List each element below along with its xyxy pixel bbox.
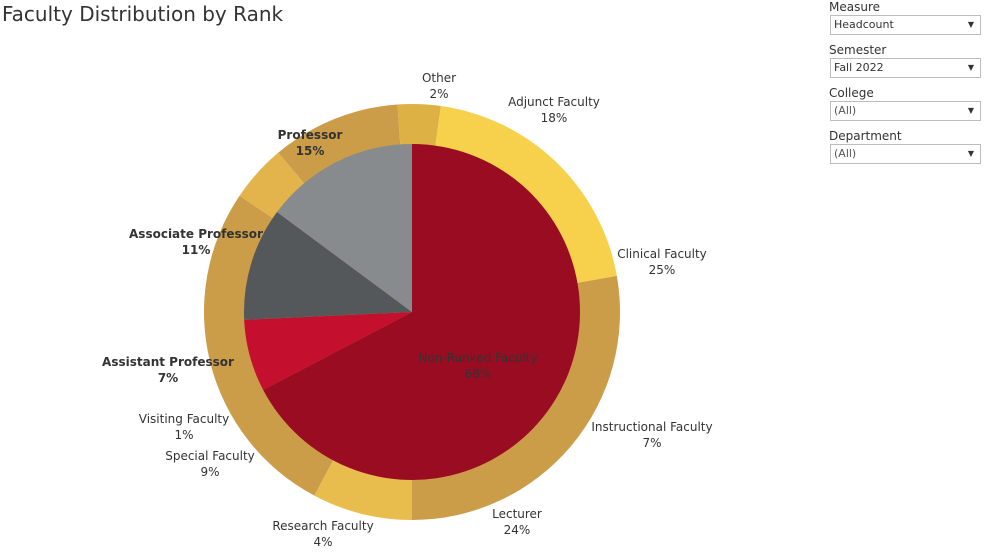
label-instructional-faculty: Instructional Faculty <box>591 420 712 434</box>
faculty-rank-pie-chart: Non-Ranked Faculty 68% Assistant Professor… <box>102 71 713 549</box>
slice-professor[interactable] <box>277 144 412 312</box>
value-label-associate-professor: 11% <box>182 243 211 257</box>
filters-panel: Measure Headcount ▼ Semester Fall 2022 ▼… <box>829 0 981 172</box>
value-label-special-faculty: 9% <box>200 465 219 479</box>
chevron-down-icon: ▼ <box>967 106 974 115</box>
semester-dropdown-value: Fall 2022 <box>834 61 884 74</box>
value-label-adjunct-faculty: 18% <box>541 111 568 125</box>
value-label-assistant-professor: 7% <box>158 371 178 385</box>
college-dropdown-value: (All) <box>834 104 857 117</box>
semester-dropdown[interactable]: Fall 2022 ▼ <box>830 58 981 78</box>
page-title: Faculty Distribution by Rank <box>2 2 284 26</box>
label-special-faculty: Special Faculty <box>165 449 255 463</box>
department-dropdown-value: (All) <box>834 147 857 160</box>
slice-assistant-professor[interactable] <box>244 312 412 390</box>
slice-associate-professor[interactable] <box>243 211 412 320</box>
filter-college: College (All) ▼ <box>829 86 981 121</box>
label-assistant-professor: Assistant Professor <box>102 355 234 369</box>
label-associate-professor: Associate Professor <box>129 227 263 241</box>
value-label-non-ranked-faculty: 68% <box>465 367 492 381</box>
filter-measure-label: Measure <box>829 0 880 14</box>
measure-dropdown[interactable]: Headcount ▼ <box>830 15 981 35</box>
value-label-professor: 15% <box>296 144 325 158</box>
value-label-other: 2% <box>429 87 448 101</box>
filter-department: Department (All) ▼ <box>829 129 981 164</box>
chart-labels: Non-Ranked Faculty 68% Assistant Professor… <box>102 71 713 549</box>
value-label-instructional-faculty: 7% <box>642 436 661 450</box>
label-visiting-faculty: Visiting Faculty <box>139 412 229 426</box>
label-lecturer: Lecturer <box>492 507 542 521</box>
label-professor: Professor <box>278 128 343 142</box>
measure-dropdown-value: Headcount <box>834 18 894 31</box>
chevron-down-icon: ▼ <box>967 149 974 158</box>
filter-department-label: Department <box>829 129 902 143</box>
chevron-down-icon: ▼ <box>967 63 974 72</box>
filter-semester-label: Semester <box>829 43 887 57</box>
filter-college-label: College <box>829 86 874 100</box>
label-research-faculty: Research Faculty <box>272 519 373 533</box>
slice-non-ranked-faculty[interactable] <box>263 144 580 480</box>
filter-semester: Semester Fall 2022 ▼ <box>829 43 981 78</box>
value-label-clinical-faculty: 25% <box>649 263 676 277</box>
inner-pie <box>243 144 580 480</box>
value-label-lecturer: 24% <box>504 523 531 537</box>
label-non-ranked-faculty: Non-Ranked Faculty <box>418 351 537 365</box>
value-label-visiting-faculty: 1% <box>174 428 193 442</box>
college-dropdown[interactable]: (All) ▼ <box>830 101 981 121</box>
department-dropdown[interactable]: (All) ▼ <box>830 144 981 164</box>
label-other: Other <box>422 71 456 85</box>
label-adjunct-faculty: Adjunct Faculty <box>508 95 600 109</box>
filter-measure: Measure Headcount ▼ <box>829 0 981 35</box>
chevron-down-icon: ▼ <box>967 20 974 29</box>
label-clinical-faculty: Clinical Faculty <box>617 247 707 261</box>
value-label-research-faculty: 4% <box>313 535 332 549</box>
